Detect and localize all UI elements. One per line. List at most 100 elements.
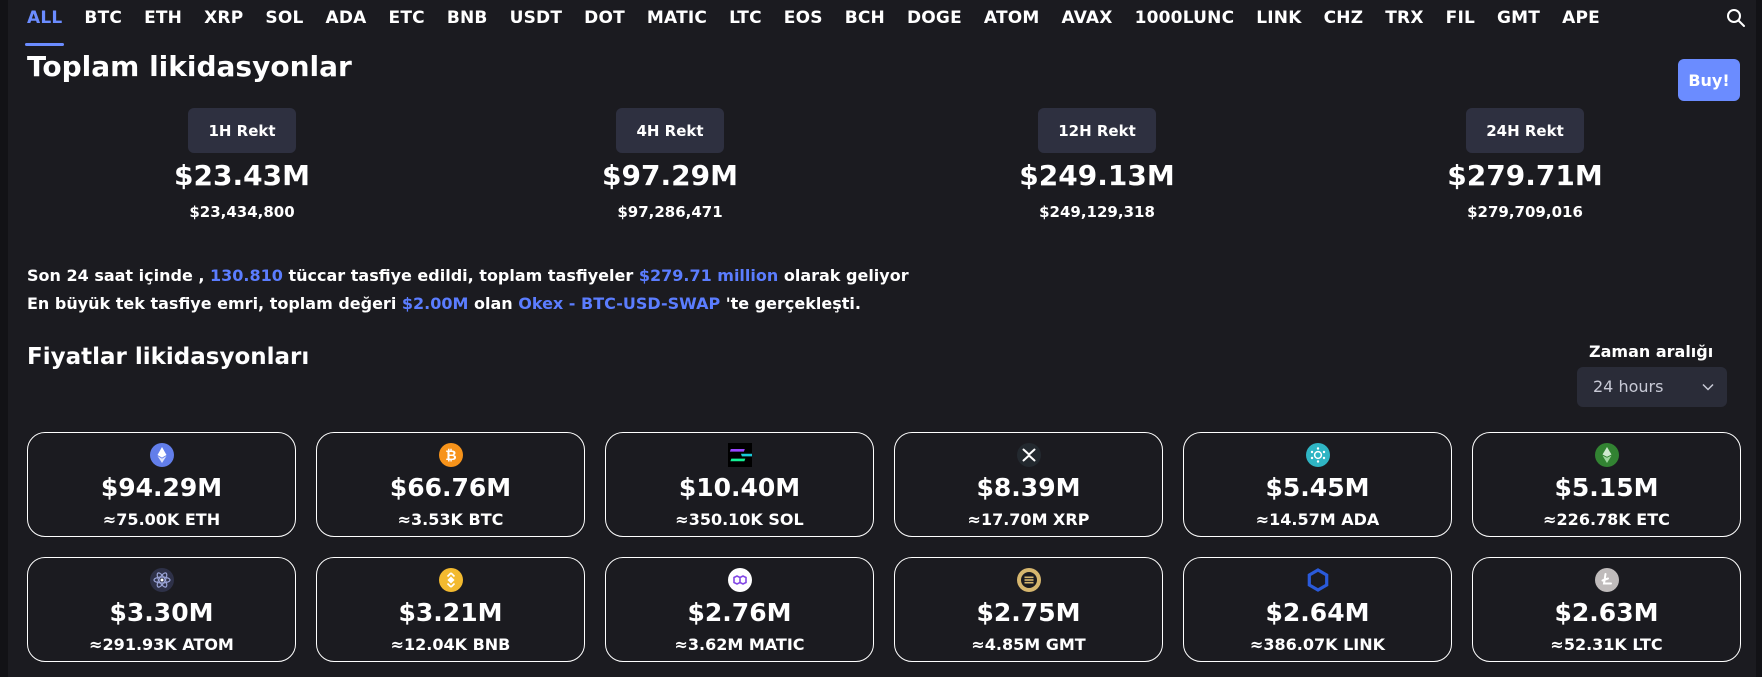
tab-btc[interactable]: BTC: [84, 8, 123, 28]
coin-liquidation-usd: $2.76M: [687, 598, 792, 627]
coin-liquidation-qty: ≈52.31K LTC: [1550, 635, 1663, 654]
tab-usdt[interactable]: USDT: [509, 8, 563, 28]
tab-avax[interactable]: AVAX: [1061, 8, 1113, 28]
rekt-12h-exact: $249,129,318: [1039, 203, 1155, 221]
coin-liquidation-qty: ≈14.57M ADA: [1255, 510, 1380, 529]
tab-trx[interactable]: TRX: [1385, 8, 1424, 28]
summary-line-1: Son 24 saat içinde , 130.810 tüccar tasf…: [27, 262, 909, 290]
tab-atom[interactable]: ATOM: [983, 8, 1040, 28]
rekt-1h-label[interactable]: 1H Rekt: [188, 108, 296, 153]
tab-matic[interactable]: MATIC: [646, 8, 708, 28]
sol-icon: [727, 443, 752, 467]
tab-dot[interactable]: DOT: [584, 8, 625, 28]
summary-text: olan: [474, 294, 513, 313]
search-icon[interactable]: [1725, 7, 1747, 29]
coin-liquidation-usd: $3.30M: [109, 598, 214, 627]
coin-liquidation-qty: ≈17.70M XRP: [967, 510, 1090, 529]
summary-text: olarak geliyor: [783, 266, 909, 285]
prices-section-title: Fiyatlar likidasyonları: [27, 344, 310, 370]
coin-card-gmt[interactable]: $2.75M ≈4.85M GMT: [894, 557, 1163, 662]
tab-chz[interactable]: CHZ: [1323, 8, 1364, 28]
matic-icon: [727, 568, 752, 592]
tab-all[interactable]: ALL: [24, 0, 65, 46]
coin-liquidation-usd: $5.15M: [1554, 473, 1659, 502]
rekt-4h-label[interactable]: 4H Rekt: [616, 108, 724, 153]
tab-xrp[interactable]: XRP: [204, 8, 244, 28]
largest-order-value: $2.00M: [401, 294, 469, 313]
tab-eth[interactable]: ETH: [144, 8, 183, 28]
tab-fil[interactable]: FIL: [1445, 8, 1476, 28]
rekt-4h-exact: $97,286,471: [617, 203, 723, 221]
coin-card-ltc[interactable]: $2.63M ≈52.31K LTC: [1472, 557, 1741, 662]
time-range-value: 24 hours: [1593, 377, 1664, 396]
coin-card-xrp[interactable]: $8.39M ≈17.70M XRP: [894, 432, 1163, 537]
page-title: Toplam likidasyonlar: [27, 50, 352, 83]
coin-card-atom[interactable]: $3.30M ≈291.93K ATOM: [27, 557, 296, 662]
time-range-label: Zaman aralığı: [1589, 342, 1714, 361]
summary-text: Son 24 saat içinde ,: [27, 266, 205, 285]
tab-link[interactable]: LINK: [1256, 8, 1302, 28]
btc-icon: ₿: [438, 443, 463, 467]
coin-liquidation-usd: $5.45M: [1265, 473, 1370, 502]
tab-sol[interactable]: SOL: [265, 8, 304, 28]
coin-tab-bar: ALL BTC ETH XRP SOL ADA ETC BNB USDT DOT MATIC LTC E…: [24, 0, 1747, 46]
coin-liquidation-qty: ≈12.04K BNB: [390, 635, 511, 654]
coin-liquidation-qty: ≈350.10K SOL: [675, 510, 804, 529]
largest-order-exchange[interactable]: Okex - BTC-USD-SWAP: [518, 294, 721, 313]
coin-card-ada[interactable]: $5.45M ≈14.57M ADA: [1183, 432, 1452, 537]
chevron-down-icon: [1702, 383, 1714, 391]
tab-etc[interactable]: ETC: [388, 8, 425, 28]
tab-ada[interactable]: ADA: [325, 8, 367, 28]
rekt-24h-exact: $279,709,016: [1467, 203, 1583, 221]
tab-ltc[interactable]: LTC: [729, 8, 762, 28]
coin-liquidation-qty: ≈386.07K LINK: [1249, 635, 1386, 654]
total-liquidation: $279.71 million: [638, 266, 779, 285]
etc-icon: [1594, 443, 1619, 467]
tab-eos[interactable]: EOS: [783, 8, 823, 28]
rekt-24h-label[interactable]: 24H Rekt: [1466, 108, 1584, 153]
rekt-1h: 1H Rekt $23.43M $23,434,800: [132, 108, 352, 221]
coin-liquidation-qty: ≈226.78K ETC: [1543, 510, 1670, 529]
coin-liquidation-usd: $94.29M: [100, 473, 223, 502]
ada-icon: [1305, 443, 1330, 467]
buy-button[interactable]: Buy!: [1678, 59, 1740, 101]
coin-card-eth[interactable]: $94.29M ≈75.00K ETH: [27, 432, 296, 537]
tab-ape[interactable]: APE: [1562, 8, 1600, 28]
coin-liquidation-qty: ≈3.62M MATIC: [674, 635, 805, 654]
coin-liquidation-usd: $8.39M: [976, 473, 1081, 502]
coin-liquidation-qty: ≈3.53K BTC: [397, 510, 504, 529]
coin-card-btc[interactable]: ₿ $66.76M ≈3.53K BTC: [316, 432, 585, 537]
trader-count: 130.810: [210, 266, 283, 285]
tab-doge[interactable]: DOGE: [906, 8, 962, 28]
coin-liquidation-usd: $2.64M: [1265, 598, 1370, 627]
coin-card-bnb[interactable]: $3.21M ≈12.04K BNB: [316, 557, 585, 662]
rekt-12h-value: $249.13M: [1019, 159, 1175, 192]
tab-bch[interactable]: BCH: [844, 8, 885, 28]
tab-bnb[interactable]: BNB: [446, 8, 488, 28]
coin-card-sol[interactable]: $10.40M ≈350.10K SOL: [605, 432, 874, 537]
coin-liquidation-usd: $10.40M: [678, 473, 801, 502]
ltc-icon: [1594, 568, 1619, 592]
summary-text: tüccar tasfiye edildi, toplam tasfiyeler: [288, 266, 634, 285]
coin-card-grid: $94.29M ≈75.00K ETH ₿ $66.76M ≈3.53K BTC $10.…: [27, 432, 1741, 662]
tab-1000lunc[interactable]: 1000LUNC: [1134, 8, 1235, 28]
rekt-24h: 24H Rekt $279.71M $279,709,016: [1415, 108, 1635, 221]
coin-card-matic[interactable]: $2.76M ≈3.62M MATIC: [605, 557, 874, 662]
rekt-12h-label[interactable]: 12H Rekt: [1038, 108, 1156, 153]
tab-gmt[interactable]: GMT: [1497, 8, 1541, 28]
coin-liquidation-usd: $2.75M: [976, 598, 1081, 627]
coin-card-etc[interactable]: $5.15M ≈226.78K ETC: [1472, 432, 1741, 537]
rekt-1h-exact: $23,434,800: [189, 203, 295, 221]
coin-liquidation-usd: $66.76M: [389, 473, 512, 502]
bnb-icon: [438, 568, 463, 592]
coin-card-link[interactable]: $2.64M ≈386.07K LINK: [1183, 557, 1452, 662]
rekt-24h-value: $279.71M: [1447, 159, 1603, 192]
rekt-4h: 4H Rekt $97.29M $97,286,471: [560, 108, 780, 221]
right-edge: [1756, 0, 1762, 677]
summary-line-2: En büyük tek tasfiye emri, toplam değeri…: [27, 290, 909, 318]
time-range-select[interactable]: 24 hours: [1577, 367, 1727, 407]
atom-icon: [149, 568, 174, 592]
gmt-icon: [1016, 568, 1041, 592]
summary-text: En büyük tek tasfiye emri, toplam değeri: [27, 294, 397, 313]
rekt-12h: 12H Rekt $249.13M $249,129,318: [987, 108, 1207, 221]
